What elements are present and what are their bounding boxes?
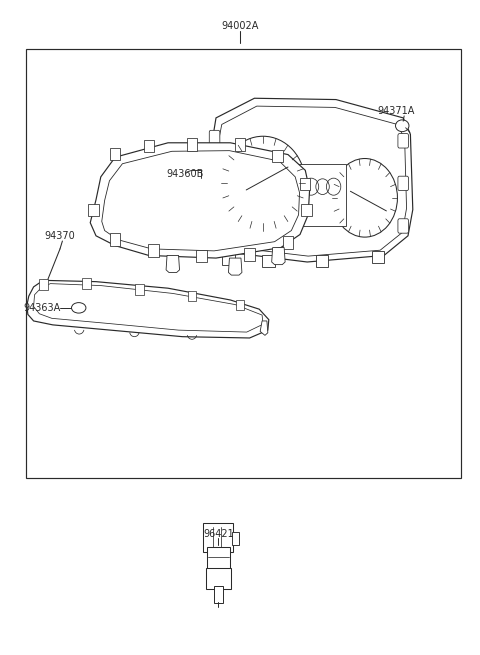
FancyBboxPatch shape [144,140,154,152]
FancyBboxPatch shape [235,138,245,151]
FancyBboxPatch shape [398,134,408,148]
Polygon shape [211,98,413,262]
FancyBboxPatch shape [372,251,384,263]
Polygon shape [228,258,242,275]
FancyBboxPatch shape [148,244,159,257]
Polygon shape [272,248,285,265]
FancyBboxPatch shape [135,284,144,295]
FancyBboxPatch shape [110,148,120,160]
Ellipse shape [332,159,397,237]
FancyBboxPatch shape [209,130,220,145]
FancyBboxPatch shape [88,204,99,216]
FancyBboxPatch shape [283,236,293,249]
FancyBboxPatch shape [206,568,231,589]
FancyBboxPatch shape [110,233,120,246]
Text: 94002A: 94002A [221,21,259,31]
Polygon shape [27,280,269,338]
Polygon shape [166,255,180,272]
Ellipse shape [396,120,409,132]
Polygon shape [90,143,310,258]
Polygon shape [232,532,239,545]
Text: 94370: 94370 [45,231,75,241]
Ellipse shape [72,303,86,313]
FancyBboxPatch shape [398,176,408,191]
FancyBboxPatch shape [209,215,220,230]
Text: 94371A: 94371A [377,106,415,117]
Bar [26,49,461,478]
Text: 94360B: 94360B [166,168,204,179]
FancyBboxPatch shape [300,178,310,190]
FancyBboxPatch shape [188,291,196,301]
FancyBboxPatch shape [82,278,91,289]
Text: 94363A: 94363A [24,303,61,313]
FancyBboxPatch shape [236,300,244,310]
FancyBboxPatch shape [222,252,235,265]
FancyBboxPatch shape [272,150,283,162]
FancyBboxPatch shape [196,250,207,262]
FancyBboxPatch shape [262,255,275,267]
FancyBboxPatch shape [39,279,48,290]
FancyBboxPatch shape [214,586,223,603]
FancyBboxPatch shape [244,248,255,261]
FancyBboxPatch shape [398,219,408,233]
Ellipse shape [221,136,305,231]
FancyBboxPatch shape [301,204,312,216]
FancyBboxPatch shape [207,547,230,572]
Text: 96421: 96421 [203,529,234,539]
FancyBboxPatch shape [316,255,328,267]
FancyBboxPatch shape [203,523,233,552]
FancyBboxPatch shape [298,164,346,226]
Ellipse shape [220,153,238,190]
Polygon shape [260,321,268,335]
FancyBboxPatch shape [187,138,197,151]
